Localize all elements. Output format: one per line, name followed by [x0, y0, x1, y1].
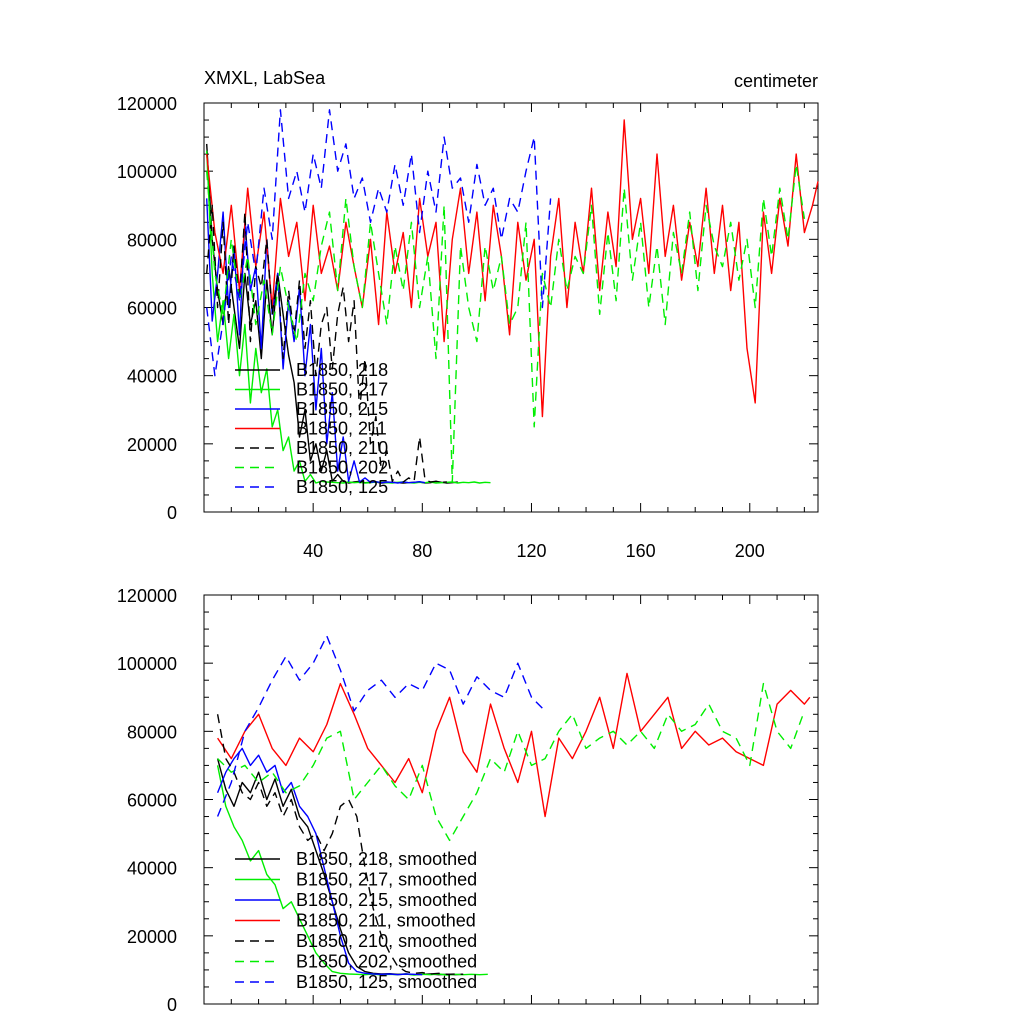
top-legend-label-2: B1850, 215 — [296, 399, 388, 419]
bottom-legend-label-6: B1850, 125, smoothed — [296, 972, 477, 992]
bottom-legend-label-5: B1850, 202, smoothed — [296, 952, 477, 972]
top-y-tick-label: 100000 — [117, 162, 177, 182]
top-x-tick-label: 120 — [516, 541, 546, 561]
top-legend-label-6: B1850, 125 — [296, 477, 388, 497]
top-y-tick-label: 60000 — [127, 299, 177, 319]
top-legend-label-4: B1850, 210 — [296, 438, 388, 458]
bottom-series-line-3 — [217, 672, 811, 818]
bottom-y-tick-label: 120000 — [117, 586, 177, 606]
top-x-tick-label: 80 — [412, 541, 432, 561]
bottom-legend-label-3: B1850, 211, smoothed — [296, 911, 476, 931]
bottom-legend-label-4: B1850, 210, smoothed — [296, 931, 477, 951]
top-x-tick-label: 200 — [735, 541, 765, 561]
top-legend-label-1: B1850, 217 — [296, 380, 388, 400]
top-panel: 0 20000 40000 60000 80000 100000 120000 40 80 120… — [117, 94, 819, 561]
top-legend-label-0: B1850, 218 — [296, 360, 388, 380]
bottom-series-line-6 — [216, 635, 546, 817]
bottom-series-line-2 — [216, 747, 423, 976]
bottom-y-tick-label: 40000 — [127, 859, 177, 879]
top-y-tick-label: 120000 — [117, 94, 177, 114]
top-series-line-4 — [206, 204, 447, 483]
top-x-tick-label: 160 — [626, 541, 656, 561]
bottom-y-tick-label: 80000 — [127, 722, 177, 742]
bottom-series-line-5 — [217, 682, 806, 842]
top-y-tick-label: 20000 — [127, 435, 177, 455]
bottom-legend-label-0: B1850, 218, smoothed — [296, 849, 477, 869]
title-right: centimeter — [734, 71, 818, 91]
bottom-series-line-4 — [216, 714, 464, 975]
bottom-legend-label-2: B1850, 215, smoothed — [296, 890, 477, 910]
top-series-line-5 — [206, 163, 806, 483]
top-y-tick-label: 40000 — [127, 367, 177, 387]
bottom-y-tick-label: 60000 — [127, 791, 177, 811]
title-left: XMXL, LabSea — [204, 68, 326, 88]
top-legend-label-3: B1850, 211 — [296, 419, 387, 439]
bottom-y-tick-label: 100000 — [117, 654, 177, 674]
top-y-tick-label: 0 — [167, 503, 177, 523]
top-series-line-6 — [206, 109, 552, 377]
bottom-legend-label-1: B1850, 217, smoothed — [296, 870, 477, 890]
top-x-tick-label: 40 — [303, 541, 323, 561]
top-legend-label-5: B1850, 202 — [296, 458, 388, 478]
bottom-y-tick-label: 0 — [167, 995, 177, 1015]
top-y-tick-label: 80000 — [127, 230, 177, 250]
bottom-series-line-1 — [216, 765, 488, 976]
bottom-panel: 0 20000 40000 60000 80000 100000 120000 B1850, … — [117, 586, 819, 1015]
bottom-y-tick-label: 20000 — [127, 927, 177, 947]
top-series-line-3 — [206, 119, 819, 418]
